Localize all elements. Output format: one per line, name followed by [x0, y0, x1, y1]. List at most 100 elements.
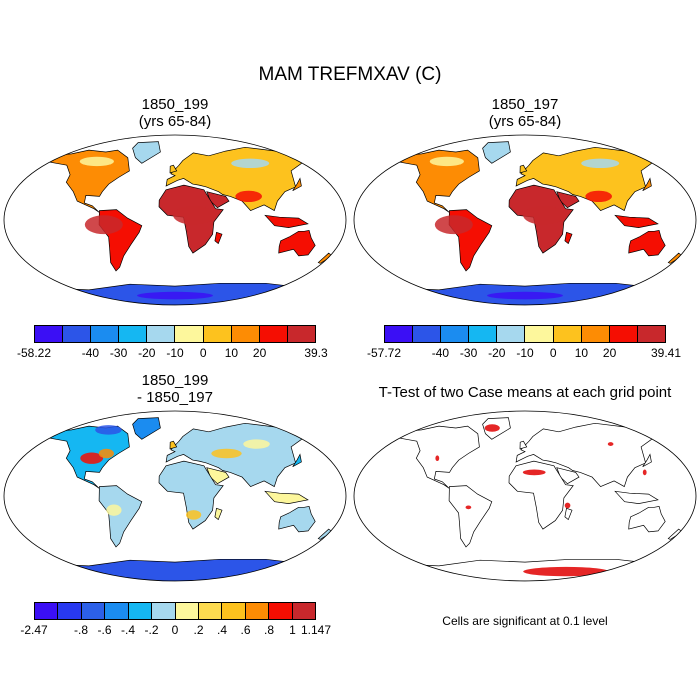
significant-cell-cluster: [465, 505, 472, 510]
landmass-greenland: [132, 141, 161, 164]
significant-cell-cluster: [484, 424, 500, 432]
panel-c-title: 1850_199 - 1850_197: [10, 372, 340, 406]
significant-cell-cluster: [564, 502, 571, 509]
colorbar-tick-label: 1.147: [300, 623, 332, 637]
colorbar-panel-a: [34, 325, 316, 343]
landmass-eurasia: [515, 422, 663, 488]
landmass-uk: [169, 440, 178, 450]
landmass-indonesia: [264, 490, 309, 504]
colorbar-swatch: [581, 326, 610, 342]
colorbar-tick-label: -.2: [144, 623, 159, 637]
landmass-namerica: [395, 149, 480, 213]
value-region: [98, 448, 114, 459]
landmass-eurasia: [515, 146, 663, 212]
landmass-namerica: [45, 149, 130, 213]
colorbar-swatch: [152, 603, 176, 619]
colorbar-swatch: [441, 326, 470, 342]
landmass-eurasia: [165, 146, 313, 212]
colorbar-swatch: [609, 326, 638, 342]
colorbar-swatch: [35, 603, 59, 619]
landmass-madagascar: [214, 507, 223, 521]
colorbar-tick-label: 39.3: [304, 346, 328, 360]
colorbar-panel-a-labels: -58.22 -40 -30 -20 -10 0 10 20 39.3: [17, 346, 328, 360]
colorbar-swatch: [292, 603, 316, 619]
value-region: [79, 156, 114, 167]
colorbar-swatch: [525, 326, 554, 342]
colorbar-swatch: [63, 326, 92, 342]
colorbar-swatch: [175, 326, 204, 342]
landmass-antarctica: [392, 558, 657, 581]
landmass-australia: [278, 505, 316, 533]
landmass-madagascar: [564, 231, 573, 245]
colorbar-tick-label: -30: [459, 346, 478, 360]
colorbar-tick-label: 20: [252, 346, 267, 360]
landmass-australia: [628, 229, 666, 257]
colorbar-swatch: [553, 326, 582, 342]
colorbar-swatch: [245, 603, 270, 619]
panel-b-title-line1: 1850_197: [491, 96, 559, 113]
map-panel-a: [3, 134, 347, 306]
value-region: [186, 510, 202, 520]
colorbar-swatch: [81, 603, 106, 619]
colorbar-swatch: [497, 326, 526, 342]
colorbar-tick-label: 0: [549, 346, 557, 360]
value-region: [80, 452, 104, 464]
map-boundary: [3, 410, 347, 582]
value-region: [585, 190, 612, 203]
map-boundary: [353, 134, 697, 306]
landmass-samerica: [448, 485, 493, 548]
colorbar-swatch: [91, 326, 120, 342]
colorbar-tick-label: -.4: [120, 623, 136, 637]
map-boundary: [353, 410, 697, 582]
value-region: [581, 158, 620, 169]
panel-a-title-line2: (yrs 65-84): [138, 113, 212, 130]
significant-cell-cluster: [435, 455, 440, 462]
colorbar-tick-label: 10: [224, 346, 239, 360]
colorbar-swatch: [385, 326, 414, 342]
landmass-uk: [169, 164, 178, 174]
value-region: [243, 439, 270, 449]
map-boundary: [3, 134, 347, 306]
colorbar-tick-label: 0: [199, 346, 207, 360]
colorbar-tick-label: -.6: [97, 623, 112, 637]
colorbar-swatch: [198, 603, 223, 619]
colorbar-tick-label: -58.22: [16, 346, 52, 360]
colorbar-tick-label: .4: [216, 623, 228, 637]
landmass-samerica: [98, 485, 143, 548]
colorbar-tick-label: .6: [240, 623, 251, 637]
map-panel-b: [353, 134, 697, 306]
landmass-japan: [292, 453, 302, 468]
colorbar-tick-label: -2.47: [20, 623, 48, 637]
landmass-australia: [628, 505, 666, 533]
colorbar-swatch: [287, 326, 315, 342]
colorbar-tick-label: 1: [289, 623, 296, 637]
colorbar-tick-label: 39.41: [650, 346, 682, 360]
value-region: [523, 205, 565, 225]
colorbar-tick-label: -40: [81, 346, 100, 360]
landmass-indonesia: [614, 214, 659, 228]
landmass-nz: [667, 528, 683, 540]
significant-cell-cluster: [522, 469, 546, 476]
colorbar-panel-c-labels: -2.47 -.8 -.6 -.4 -.2 0 .2 .4 .6 .8 1 1.147: [20, 623, 331, 637]
landmass-australia: [278, 229, 316, 257]
landmass-indonesia: [614, 490, 659, 504]
colorbar-tick-label: 10: [574, 346, 589, 360]
value-region: [173, 205, 215, 225]
colorbar-swatch: [119, 326, 148, 342]
value-region: [434, 215, 473, 235]
landmass-nz: [317, 252, 333, 264]
landmass-madagascar: [564, 507, 573, 521]
landmass-nz: [317, 528, 333, 540]
colorbar-tick-label: .8: [263, 623, 275, 637]
panel-b-title-line2: (yrs 65-84): [488, 113, 562, 130]
panel-c-title-line2: - 1850_197: [137, 389, 213, 406]
colorbar-swatch: [413, 326, 442, 342]
value-region: [487, 291, 563, 300]
colorbar-tick-label: -.8: [73, 623, 89, 637]
significant-cell-cluster: [642, 469, 647, 476]
colorbar-tick-label: .2: [193, 623, 204, 637]
significance-note: Cells are significant at 0.1 level: [442, 614, 608, 628]
figure-title: MAM TREFMXAV (C): [258, 64, 442, 85]
colorbar-tick-label: -20: [138, 346, 156, 360]
colorbar-swatch: [637, 326, 665, 342]
